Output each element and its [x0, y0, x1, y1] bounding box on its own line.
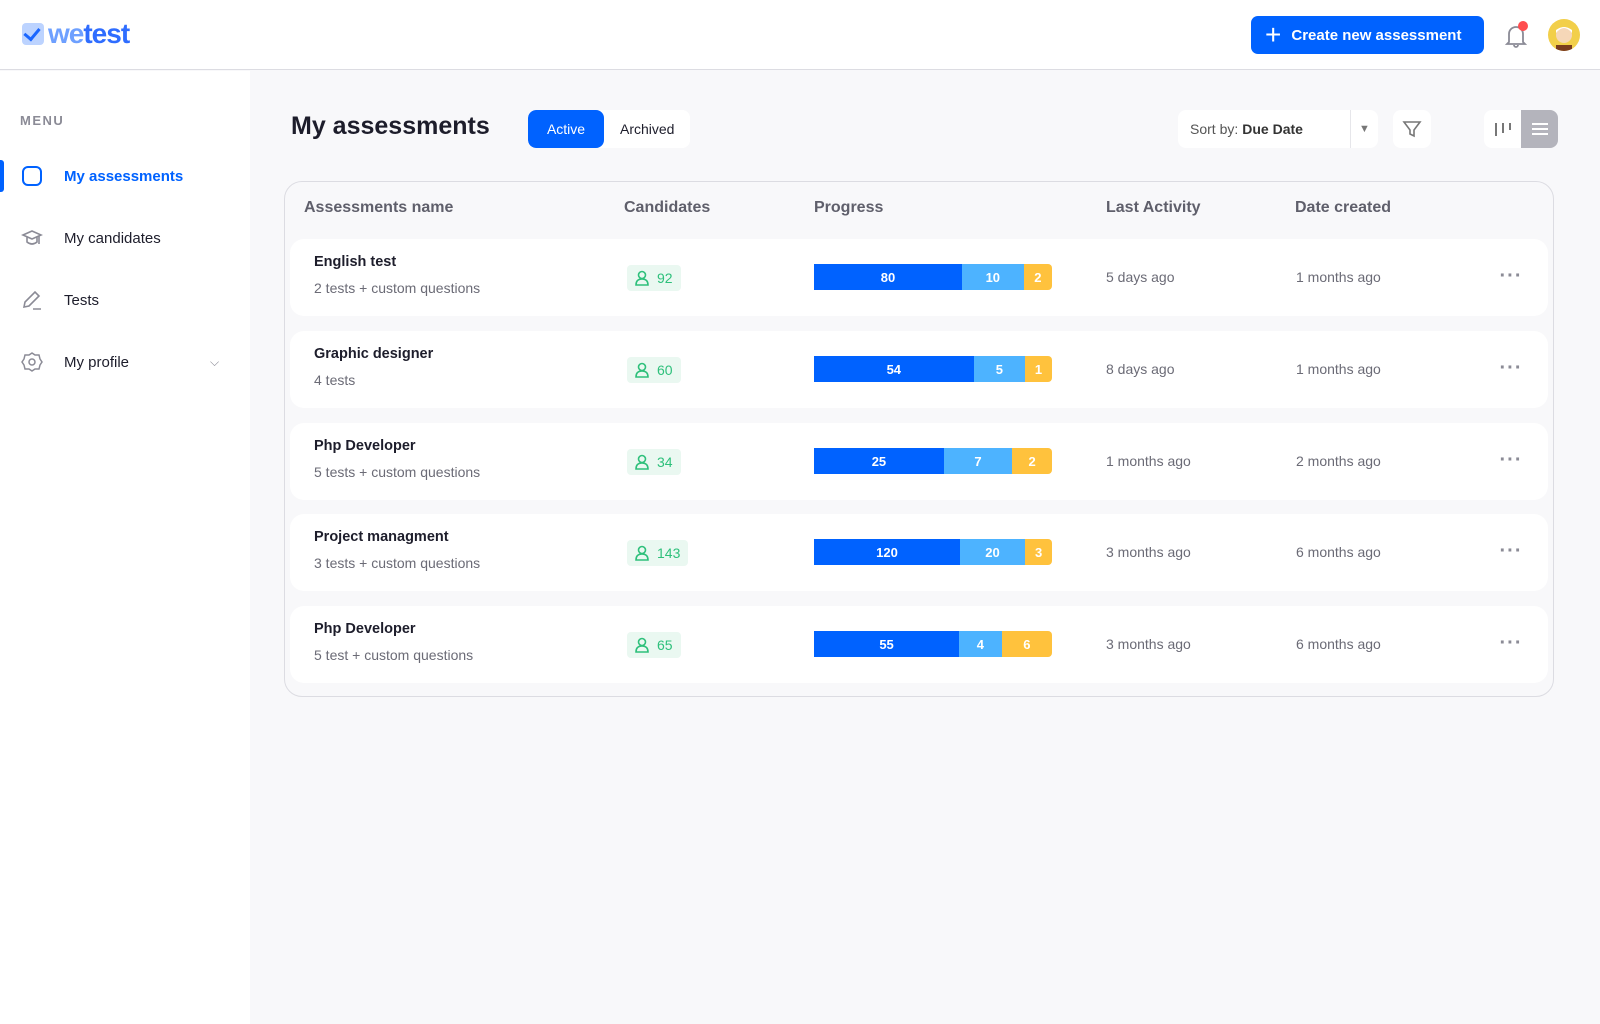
sidebar-item-my-profile[interactable]: My profile ⌵: [0, 342, 250, 382]
avatar[interactable]: [1548, 19, 1580, 51]
progress-segment: 25: [814, 448, 944, 474]
checkbox-logo-icon: [22, 23, 44, 45]
more-options-icon[interactable]: ···: [1496, 536, 1526, 566]
graduation-cap-icon: [21, 227, 43, 249]
last-activity: 3 months ago: [1106, 636, 1191, 652]
progress-segment: 55: [814, 631, 960, 657]
column-header-last-activity: Last Activity: [1106, 199, 1201, 216]
tab-active[interactable]: Active: [528, 110, 604, 148]
candidates-badge[interactable]: 65: [627, 632, 681, 658]
progress-bar: 25 7 2: [814, 448, 1052, 474]
filter-icon: [1402, 121, 1422, 138]
column-header-candidates: Candidates: [624, 199, 711, 216]
progress-segment: 1: [1025, 356, 1052, 382]
page-title: My assessments: [291, 112, 490, 140]
candidates-badge[interactable]: 143: [627, 540, 689, 566]
progress-bar: 55 4 6: [814, 631, 1052, 657]
progress-segment: 2: [1023, 264, 1052, 290]
last-activity: 3 months ago: [1106, 544, 1191, 560]
more-options-icon[interactable]: ···: [1496, 445, 1526, 475]
filter-button[interactable]: [1393, 110, 1431, 148]
list-view-button[interactable]: [1521, 110, 1558, 148]
column-header-progress: Progress: [814, 199, 884, 216]
progress-bar: 54 5 1: [814, 356, 1052, 382]
user-icon: [635, 270, 649, 286]
pencil-icon: [21, 289, 43, 311]
assessment-name[interactable]: English test: [314, 254, 397, 270]
tab-archived[interactable]: Archived: [604, 110, 691, 148]
user-icon: [635, 454, 649, 470]
progress-segment: 7: [943, 448, 1013, 474]
square-icon: [21, 165, 43, 187]
candidates-badge[interactable]: 60: [627, 357, 681, 383]
table-row[interactable]: Graphic designer 4 tests 60 54 5 1 8 days …: [290, 331, 1548, 408]
date-created: 1 months ago: [1296, 361, 1381, 377]
assessment-subtitle: 5 test + custom questions: [314, 647, 474, 663]
sidebar-item-my-candidates[interactable]: My candidates: [0, 218, 250, 258]
table-row[interactable]: English test 2 tests + custom questions …: [290, 239, 1548, 316]
date-created: 2 months ago: [1296, 453, 1381, 469]
progress-segment: 4: [959, 631, 1002, 657]
chevron-down-icon[interactable]: ⌵: [210, 354, 220, 369]
date-created: 6 months ago: [1296, 544, 1381, 560]
column-header-name: Assessments name: [304, 199, 454, 216]
date-created: 6 months ago: [1296, 636, 1381, 652]
table-row[interactable]: Php Developer 5 test + custom questions …: [290, 606, 1548, 683]
assessment-subtitle: 3 tests + custom questions: [314, 555, 481, 571]
progress-segment: 20: [959, 539, 1026, 565]
candidates-badge[interactable]: 92: [627, 265, 681, 291]
board-view-button[interactable]: [1484, 110, 1521, 148]
progress-segment: 6: [1001, 631, 1052, 657]
progress-bar: 120 20 3: [814, 539, 1052, 565]
candidates-badge[interactable]: 34: [627, 449, 681, 475]
assessment-name[interactable]: Project managment: [314, 529, 449, 545]
assessment-name[interactable]: Php Developer: [314, 621, 416, 637]
assessment-name[interactable]: Php Developer: [314, 438, 416, 454]
user-icon: [635, 545, 649, 561]
progress-segment: 120: [814, 539, 960, 565]
progress-segment: 2: [1012, 448, 1052, 474]
last-activity: 5 days ago: [1106, 269, 1175, 285]
gear-icon: [21, 351, 43, 373]
menu-label: MENU: [20, 113, 65, 128]
plus-icon: +: [1265, 19, 1282, 50]
more-options-icon[interactable]: ···: [1496, 628, 1526, 658]
progress-segment: 10: [961, 264, 1024, 290]
user-icon: [635, 362, 649, 378]
user-icon: [635, 637, 649, 653]
columns-icon: [1494, 123, 1511, 136]
sort-dropdown[interactable]: Sort by: Due Date ▼: [1178, 110, 1378, 148]
status-tabs: Active Archived: [528, 110, 691, 148]
table-row[interactable]: Php Developer 5 tests + custom questions…: [290, 423, 1548, 500]
wetest-logo[interactable]: we test: [22, 18, 130, 50]
progress-segment: 54: [814, 356, 974, 382]
table-row[interactable]: Project managment 3 tests + custom quest…: [290, 514, 1548, 591]
assessment-subtitle: 5 tests + custom questions: [314, 464, 481, 480]
progress-segment: 3: [1025, 539, 1052, 565]
view-toggle: [1484, 110, 1558, 148]
list-icon: [1531, 123, 1548, 135]
assessment-name[interactable]: Graphic designer: [314, 346, 434, 362]
progress-segment: 5: [973, 356, 1026, 382]
last-activity: 1 months ago: [1106, 453, 1191, 469]
assessments-table: [284, 181, 1554, 697]
create-assessment-button[interactable]: + Create new assessment: [1251, 16, 1484, 54]
top-bar: we test + Create new assessment: [0, 0, 1600, 70]
last-activity: 8 days ago: [1106, 361, 1175, 377]
progress-segment: 80: [814, 264, 962, 290]
notification-badge: [1518, 21, 1528, 31]
date-created: 1 months ago: [1296, 269, 1381, 285]
assessment-subtitle: 2 tests + custom questions: [314, 280, 481, 296]
sort-value: Due Date: [1242, 121, 1303, 137]
sidebar-item-tests[interactable]: Tests: [0, 280, 250, 320]
progress-bar: 80 10 2: [814, 264, 1052, 290]
more-options-icon[interactable]: ···: [1496, 261, 1526, 291]
sidebar-item-my-assessments[interactable]: My assessments: [0, 156, 250, 196]
caret-down-icon[interactable]: ▼: [1350, 110, 1378, 148]
column-header-date-created: Date created: [1295, 199, 1392, 216]
more-options-icon[interactable]: ···: [1496, 353, 1526, 383]
assessment-subtitle: 4 tests: [314, 372, 356, 388]
sidebar: [0, 71, 250, 1024]
